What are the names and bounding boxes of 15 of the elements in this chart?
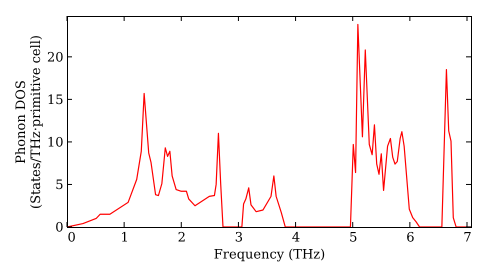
x-tick-label: 0 (68, 230, 76, 246)
y-tick-label: 5 (55, 178, 64, 193)
x-tick-label: 4 (292, 230, 300, 246)
x-tick-label: 6 (406, 230, 414, 246)
y-tick-label: 20 (46, 50, 64, 66)
x-tick-label: 1 (120, 230, 129, 246)
x-tick-label: 3 (234, 230, 244, 246)
y-tick-label: 15 (46, 92, 64, 108)
x-axis-title: Frequency (THz) (214, 248, 326, 262)
x-tick-label: 2 (178, 230, 186, 246)
y-tick-label: 10 (46, 135, 64, 150)
x-tick-label: 7 (463, 230, 472, 246)
y-axis-title: Phonon DOS (States/THz·primitive cell) (14, 34, 44, 210)
x-tick-label: 5 (349, 230, 358, 246)
y-tick-label: 0 (55, 220, 64, 236)
